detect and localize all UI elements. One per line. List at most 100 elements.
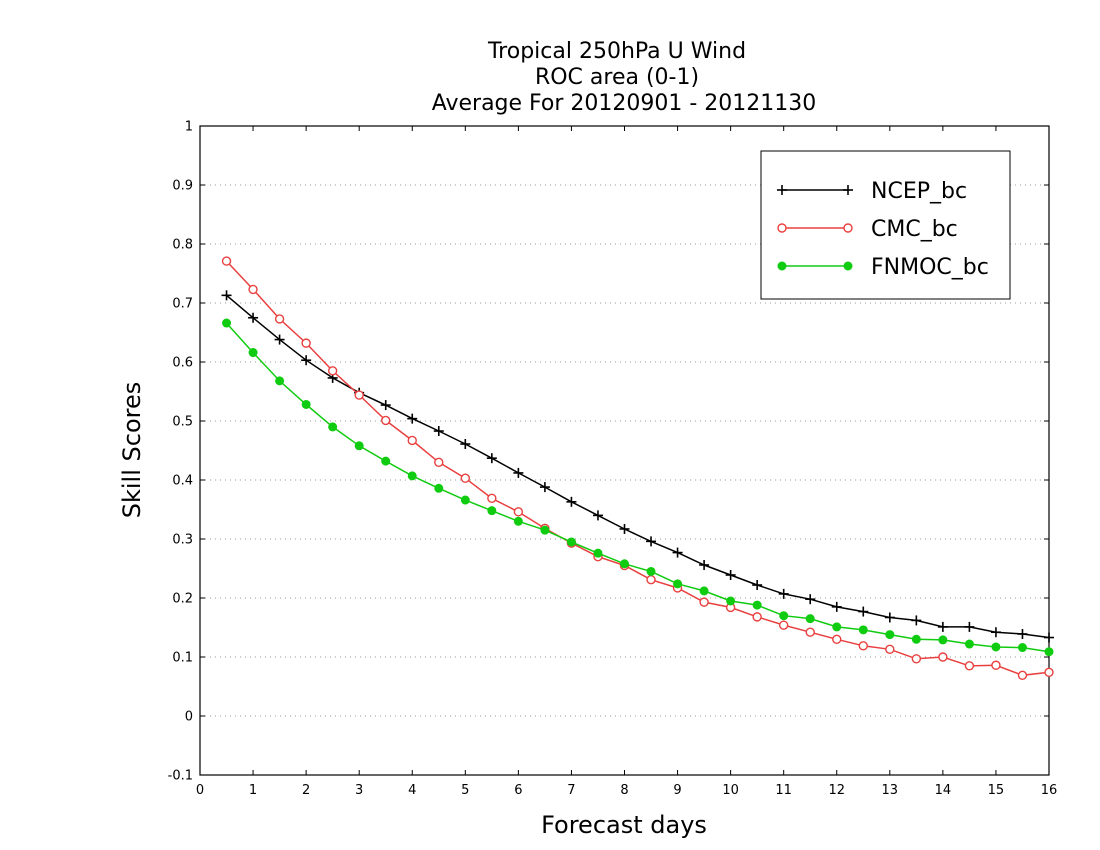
- series-line-cmc-bc: [225, 260, 1050, 677]
- data-point-cmc-bc: [752, 612, 762, 622]
- data-point-cmc-bc: [991, 660, 1001, 670]
- data-point-cmc-bc: [699, 597, 709, 607]
- data-point-cmc-bc: [407, 435, 417, 446]
- y-tick-label: -0.1: [168, 769, 193, 784]
- data-point-ncep-bc: [460, 439, 471, 450]
- x-tick-label: 7: [567, 783, 575, 798]
- data-point-cmc-bc: [274, 314, 285, 324]
- x-tick-label: 9: [673, 783, 681, 798]
- data-point-cmc-bc: [381, 415, 391, 426]
- data-point-fnmoc-bc: [832, 622, 842, 632]
- data-point-ncep-bc: [221, 290, 232, 301]
- data-point-ncep-bc: [513, 467, 524, 478]
- legend-item-fnmoc-bc: FNMOC_bc: [777, 255, 989, 280]
- data-point-fnmoc-bc: [726, 596, 736, 606]
- data-point-fnmoc-bc: [566, 537, 576, 547]
- legend-marker: [843, 261, 853, 271]
- data-point-cmc-bc: [911, 654, 922, 664]
- data-point-fnmoc-bc: [1044, 647, 1054, 657]
- data-point-cmc-bc: [248, 284, 258, 295]
- data-point-fnmoc-bc: [779, 611, 789, 621]
- x-tick-label: 1: [249, 783, 257, 798]
- legend-marker: [843, 223, 853, 233]
- series-layer: [221, 256, 1054, 680]
- data-point-ncep-bc: [248, 312, 259, 323]
- data-point-fnmoc-bc: [460, 495, 470, 505]
- series-fnmoc-bc: [222, 318, 1054, 657]
- data-point-fnmoc-bc: [646, 566, 656, 576]
- y-tick-label: 0.1: [172, 651, 193, 666]
- data-point-ncep-bc: [725, 569, 736, 580]
- data-point-ncep-bc: [990, 627, 1001, 638]
- series-ncep-bc: [221, 290, 1054, 643]
- legend: NCEP_bc CMC_bc FNMOC_bc: [760, 150, 1011, 300]
- x-tick-label: 0: [196, 783, 204, 798]
- data-point-cmc-bc: [487, 493, 497, 503]
- data-point-fnmoc-bc: [593, 548, 603, 558]
- chart-title-line-3: Average For 20120901 - 20121130: [432, 91, 817, 116]
- data-point-ncep-bc: [566, 496, 577, 507]
- x-axis-ticks: 0 1 2 3 4 5 6 7 8 9 10 11 12 13 14 15 16: [196, 126, 1057, 798]
- legend-marker: [777, 261, 787, 271]
- data-point-fnmoc-bc: [911, 634, 921, 644]
- data-point-cmc-bc: [964, 661, 975, 671]
- data-point-fnmoc-bc: [301, 399, 311, 409]
- x-tick-label: 3: [355, 783, 363, 798]
- y-tick-label: 0.4: [172, 474, 193, 489]
- data-point-cmc-bc: [221, 256, 232, 266]
- data-point-fnmoc-bc: [222, 318, 232, 328]
- y-tick-label: 0.6: [172, 356, 193, 371]
- data-point-cmc-bc: [1044, 667, 1054, 678]
- data-point-ncep-bc: [964, 621, 975, 632]
- data-point-cmc-bc: [832, 634, 842, 644]
- series-line-ncep-bc: [226, 294, 1050, 639]
- data-point-cmc-bc: [301, 338, 311, 348]
- data-point-ncep-bc: [672, 547, 683, 558]
- x-tick-label: 10: [722, 783, 739, 798]
- data-point-ncep-bc: [884, 612, 895, 623]
- series-line-fnmoc-bc: [225, 322, 1050, 653]
- data-point-fnmoc-bc: [275, 376, 285, 386]
- data-point-fnmoc-bc: [858, 625, 868, 635]
- x-tick-label: 6: [514, 783, 522, 798]
- data-point-cmc-bc: [938, 652, 948, 662]
- x-tick-label: 2: [302, 783, 310, 798]
- data-point-ncep-bc: [1044, 632, 1054, 643]
- y-tick-label: 0.5: [172, 415, 193, 430]
- y-tick-label: 1: [185, 120, 193, 135]
- data-point-cmc-bc: [1017, 670, 1028, 680]
- y-tick-label: 0: [185, 710, 193, 725]
- data-point-fnmoc-bc: [673, 579, 683, 589]
- data-point-fnmoc-bc: [620, 559, 629, 569]
- data-point-fnmoc-bc: [407, 471, 417, 481]
- data-point-fnmoc-bc: [513, 516, 523, 526]
- data-point-fnmoc-bc: [381, 456, 391, 466]
- data-point-ncep-bc: [937, 621, 948, 632]
- y-axis-ticks: -0.1 0 0.1 0.2 0.3 0.4 0.5 0.6 0.7 0.8 0.9 1: [168, 120, 1049, 784]
- data-point-fnmoc-bc: [1017, 643, 1027, 653]
- data-point-cmc-bc: [858, 641, 868, 651]
- data-point-cmc-bc: [646, 575, 656, 585]
- data-point-ncep-bc: [619, 523, 630, 534]
- y-tick-label: 0.7: [172, 297, 193, 312]
- data-point-fnmoc-bc: [964, 639, 974, 649]
- data-point-cmc-bc: [460, 473, 471, 483]
- y-tick-label: 0.8: [172, 238, 193, 253]
- data-point-cmc-bc: [327, 366, 338, 376]
- y-tick-label: 0.3: [172, 533, 193, 548]
- data-point-ncep-bc: [407, 413, 418, 424]
- data-point-cmc-bc: [885, 644, 895, 655]
- chart-title-line-2: ROC area (0-1): [535, 65, 699, 90]
- x-tick-label: 13: [882, 783, 899, 798]
- data-point-ncep-bc: [699, 559, 710, 570]
- data-point-ncep-bc: [486, 453, 497, 464]
- legend-marker: [843, 185, 853, 195]
- legend-marker: [777, 223, 787, 233]
- data-point-cmc-bc: [434, 457, 444, 467]
- y-tick-label: 0.2: [172, 592, 193, 607]
- data-point-ncep-bc: [592, 510, 603, 521]
- data-point-fnmoc-bc: [540, 525, 550, 535]
- data-point-ncep-bc: [274, 334, 285, 345]
- data-point-ncep-bc: [911, 615, 922, 626]
